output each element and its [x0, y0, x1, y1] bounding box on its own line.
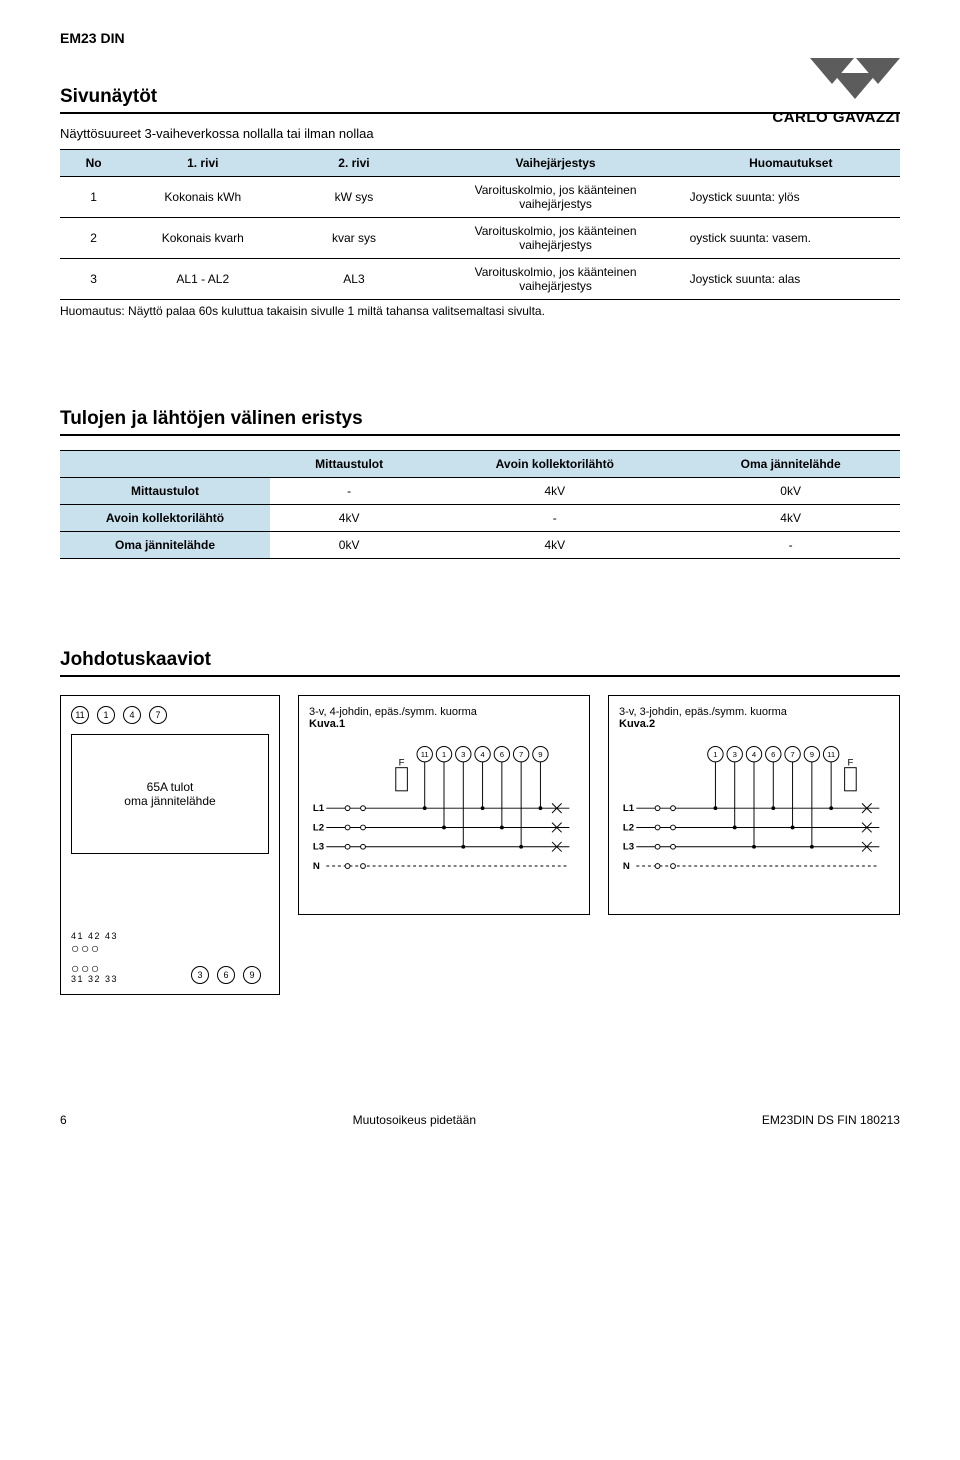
logo-text: CARLO GAVAZZI: [772, 109, 900, 126]
section3-title: Johdotuskaaviot: [60, 649, 900, 677]
table-cell: 0kV: [270, 532, 428, 559]
th: 1. rivi: [127, 150, 278, 177]
table-cell: 0kV: [681, 478, 900, 505]
schematic-svg-1: 11134679FL1L2L3N: [309, 738, 579, 888]
wiring-diagram-1: 3-v, 4-johdin, epäs./symm. kuorma Kuva.1…: [298, 695, 590, 915]
table-cell: 4kV: [270, 505, 428, 532]
schematic-svg-2: 1 3 4 6 7 9 11 F L1 L2 L3 N: [619, 738, 889, 888]
table-cell: Kokonais kvarh: [127, 218, 278, 259]
th: Vaihejärjestys: [430, 150, 682, 177]
footer-right: EM23DIN DS FIN 180213: [762, 1113, 900, 1127]
footer-mid: Muutosoikeus pidetään: [353, 1113, 476, 1127]
svg-text:6: 6: [771, 750, 775, 759]
table-cell: 2: [60, 218, 127, 259]
table-cell: 4kV: [681, 505, 900, 532]
doc-code: EM23 DIN: [60, 30, 900, 46]
terminal-circle: 11: [71, 706, 89, 724]
aux-terminals: 41 42 43 ○○○ ○○○ 31 32 33: [71, 932, 118, 984]
th: Mittaustulot: [270, 451, 428, 478]
aux-label-bot: 31 32 33: [71, 975, 118, 984]
table-cell: AL1 - AL2: [127, 259, 278, 300]
table-cell: kW sys: [278, 177, 429, 218]
inner-label: 65A tulotoma jännitelähde: [124, 780, 215, 808]
th: [60, 451, 270, 478]
table-cell: 1: [60, 177, 127, 218]
table-cell: -: [428, 505, 681, 532]
svg-text:7: 7: [519, 750, 523, 759]
table-rowhead: Oma jännitelähde: [60, 532, 270, 559]
th: 2. rivi: [278, 150, 429, 177]
svg-text:9: 9: [810, 750, 814, 759]
svg-text:L2: L2: [623, 822, 634, 833]
svg-text:7: 7: [790, 750, 794, 759]
wiring-diagram-2: 3-v, 3-johdin, epäs./symm. kuorma Kuva.2…: [608, 695, 900, 915]
terminal-circle: 4: [123, 706, 141, 724]
table-cell: 3: [60, 259, 127, 300]
terminal-circle: 6: [217, 966, 235, 984]
table-cell: Joystick suunta: alas: [682, 259, 900, 300]
wiring-terminal-map: 11147 65A tulotoma jännitelähde 41 42 43…: [60, 695, 280, 995]
svg-text:L2: L2: [313, 822, 324, 833]
inner-label-box: 65A tulotoma jännitelähde: [71, 734, 269, 854]
table-cell: Varoituskolmio, jos käänteinen vaihejärj…: [430, 259, 682, 300]
svg-text:3: 3: [733, 750, 737, 759]
table-cell: kvar sys: [278, 218, 429, 259]
terminal-row-bottom: 369: [191, 966, 269, 984]
terminal-row-top: 11147: [71, 706, 269, 724]
diagram1-figure: Kuva.1: [309, 718, 477, 730]
svg-text:N: N: [623, 861, 630, 872]
th: Huomautukset: [682, 150, 900, 177]
table-rowhead: Mittaustulot: [60, 478, 270, 505]
aux-circles: ○○○: [71, 961, 118, 975]
terminal-circle: 7: [149, 706, 167, 724]
aux-circles: ○○○: [71, 941, 118, 955]
th: Oma jännitelähde: [681, 451, 900, 478]
svg-text:L1: L1: [313, 803, 325, 814]
svg-text:4: 4: [480, 750, 485, 759]
svg-text:9: 9: [538, 750, 542, 759]
svg-text:4: 4: [752, 750, 757, 759]
table-rowhead: Avoin kollektorilähtö: [60, 505, 270, 532]
table-cell: -: [270, 478, 428, 505]
table-cell: Joystick suunta: ylös: [682, 177, 900, 218]
diagram1-caption: 3-v, 4-johdin, epäs./symm. kuorma: [309, 706, 477, 718]
svg-text:11: 11: [827, 750, 835, 759]
terminal-circle: 1: [97, 706, 115, 724]
terminal-circle: 9: [243, 966, 261, 984]
section1-subtitle: Näyttösuureet 3-vaiheverkossa nollalla t…: [60, 126, 900, 141]
table-cell: 4kV: [428, 478, 681, 505]
wiring-row: 11147 65A tulotoma jännitelähde 41 42 43…: [60, 695, 900, 995]
table-cell: 4kV: [428, 532, 681, 559]
svg-text:6: 6: [500, 750, 504, 759]
svg-text:L1: L1: [623, 803, 635, 814]
svg-text:1: 1: [713, 750, 717, 759]
diagram2-figure: Kuva.2: [619, 718, 787, 730]
svg-text:F: F: [399, 758, 405, 769]
svg-text:11: 11: [421, 750, 429, 759]
table-cell: Kokonais kWh: [127, 177, 278, 218]
th: No: [60, 150, 127, 177]
svg-text:L3: L3: [313, 842, 324, 853]
logo-triangles-icon: [810, 58, 900, 107]
brand-logo: CARLO GAVAZZI: [772, 58, 900, 126]
table-cell: Varoituskolmio, jos käänteinen vaihejärj…: [430, 218, 682, 259]
table-isolation: Mittaustulot Avoin kollektorilähtö Oma j…: [60, 450, 900, 559]
section2-title: Tulojen ja lähtöjen välinen eristys: [60, 408, 900, 436]
table-cell: AL3: [278, 259, 429, 300]
terminal-circle: 3: [191, 966, 209, 984]
table-cell: Varoituskolmio, jos käänteinen vaihejärj…: [430, 177, 682, 218]
page-footer: 6 Muutosoikeus pidetään EM23DIN DS FIN 1…: [60, 1105, 900, 1127]
footer-page: 6: [60, 1113, 67, 1127]
th: Avoin kollektorilähtö: [428, 451, 681, 478]
svg-text:N: N: [313, 861, 320, 872]
table-cell: -: [681, 532, 900, 559]
diagram2-caption: 3-v, 3-johdin, epäs./symm. kuorma: [619, 706, 787, 718]
svg-text:1: 1: [442, 750, 446, 759]
table-sideviews: No 1. rivi 2. rivi Vaihejärjestys Huomau…: [60, 149, 900, 300]
section1-note: Huomautus: Näyttö palaa 60s kuluttua tak…: [60, 304, 900, 318]
svg-text:3: 3: [461, 750, 465, 759]
svg-text:L3: L3: [623, 842, 634, 853]
table-cell: oystick suunta: vasem.: [682, 218, 900, 259]
svg-text:F: F: [847, 758, 853, 769]
